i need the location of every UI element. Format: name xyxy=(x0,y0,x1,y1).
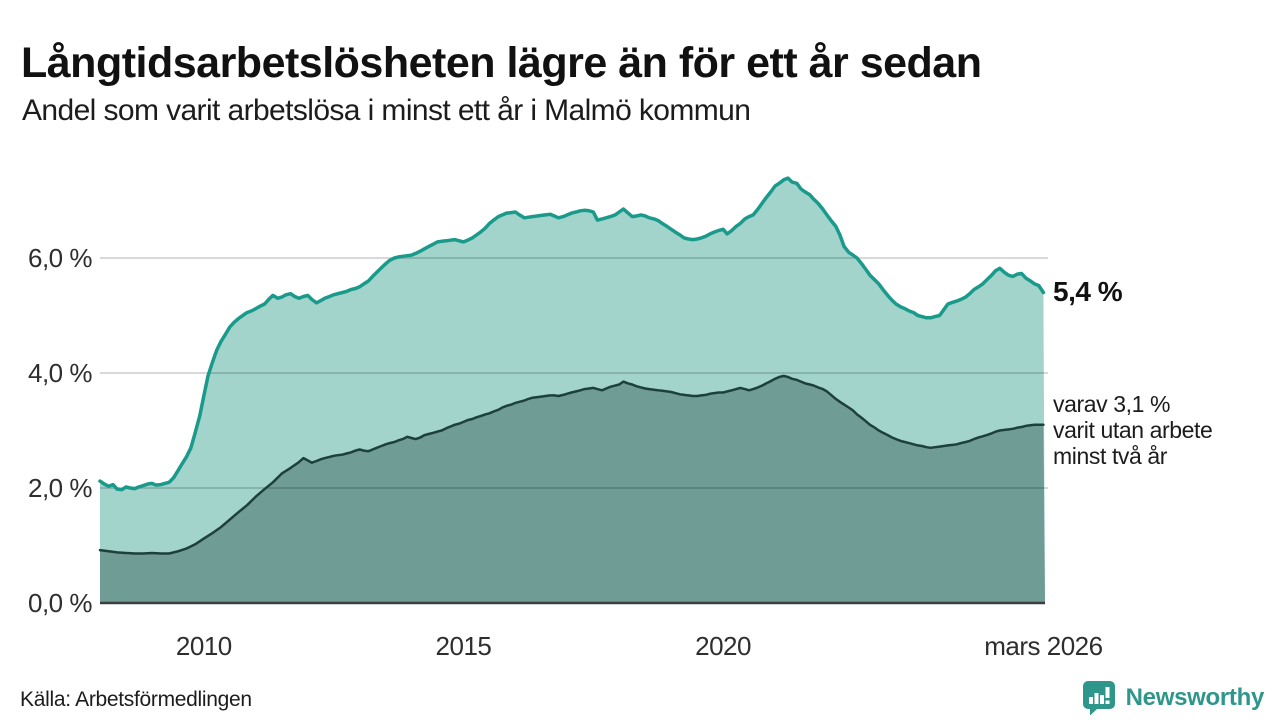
x-tick-label: 2015 xyxy=(435,631,492,661)
newsworthy-chart-bubble-icon xyxy=(1081,679,1117,716)
newsworthy-logo: Newsworthy xyxy=(1081,679,1264,716)
page-title: Långtidsarbetslösheten lägre än för ett … xyxy=(21,38,982,87)
end-value-label: 5,4 % xyxy=(1053,276,1123,307)
series-line-1 xyxy=(98,374,1045,555)
series-line-0 xyxy=(98,176,1046,492)
y-tick-label: 2,0 % xyxy=(28,473,93,503)
source-label: Källa: Arbetsförmedlingen xyxy=(20,688,252,711)
end-value-sublabel: varav 3,1 % varit utan arbete minst två … xyxy=(1053,391,1213,469)
y-tick-label: 0,0 % xyxy=(28,588,93,618)
x-tick-label: mars 2026 xyxy=(984,631,1103,661)
chart-subtitle: Andel som varit arbetslösa i minst ett å… xyxy=(22,94,751,127)
x-tick-label: 2010 xyxy=(175,631,232,661)
series-area-1 xyxy=(100,375,1045,603)
newsworthy-wordmark: Newsworthy xyxy=(1125,683,1265,711)
x-tick-label: 2020 xyxy=(695,631,751,661)
y-tick-label: 4,0 % xyxy=(28,358,93,388)
y-tick-label: 6,0 % xyxy=(28,243,93,273)
